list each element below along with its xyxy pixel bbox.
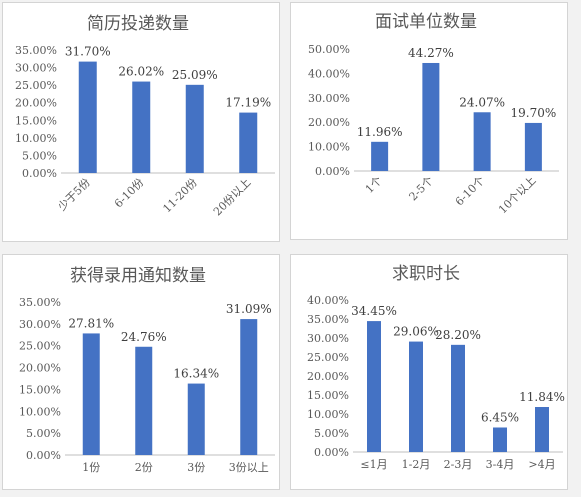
data-label: 28.20%	[435, 328, 481, 342]
y-tick-label: 35.00%	[15, 44, 57, 57]
y-tick-label: 0.00%	[315, 165, 350, 178]
x-tick-label: 1-2月	[402, 458, 431, 471]
y-tick-label: 10.00%	[307, 408, 349, 421]
x-tick-label: 2-3月	[444, 458, 473, 471]
y-tick-label: 0.00%	[26, 449, 61, 462]
data-label: 11.84%	[519, 390, 565, 404]
bar	[185, 84, 204, 173]
bar	[535, 407, 549, 452]
data-label: 6.45%	[481, 410, 519, 424]
data-label: 44.27%	[408, 46, 454, 60]
y-tick-label: 15.00%	[307, 389, 349, 402]
x-tick-label: 1个	[363, 174, 385, 196]
bar	[239, 112, 258, 173]
bar	[82, 333, 100, 455]
y-tick-label: 5.00%	[22, 149, 57, 162]
data-label: 26.02%	[118, 65, 164, 79]
x-tick-label: 3-4月	[486, 458, 515, 471]
x-tick-label: 3份	[187, 461, 205, 474]
data-label: 17.19%	[225, 96, 271, 110]
x-tick-label: 2-5个	[406, 174, 435, 203]
chart-panel-resume-submissions: 简历投递数量 0.00% 5.00% 10.00% 15.00% 20.00% 25.00%…	[2, 2, 280, 242]
bar	[409, 341, 423, 452]
chart-title: 求职时长	[392, 264, 460, 284]
y-tick-label: 30.00%	[308, 92, 350, 105]
y-tick-label: 30.00%	[19, 318, 61, 331]
x-tick-label: 6-10份	[112, 176, 146, 210]
x-tick-label: 1份	[82, 461, 100, 474]
x-tick-label: 20份以上	[211, 176, 253, 218]
chart-offers-received: 获得录用通知数量 0.00% 5.00% 10.00% 15.00% 20.00% 25.0…	[19, 266, 275, 474]
y-tick-label: 25.00%	[307, 351, 349, 364]
x-tick-label: >4月	[528, 458, 555, 471]
x-tick-label: 10个以上	[496, 174, 538, 216]
chart-resume-submissions: 简历投递数量 0.00% 5.00% 10.00% 15.00% 20.00% 25.00%…	[15, 14, 275, 218]
data-label: 24.07%	[459, 95, 505, 109]
data-label: 24.76%	[121, 330, 167, 344]
x-tick-label: 11-20份	[160, 176, 199, 215]
y-tick-label: 40.00%	[307, 294, 349, 307]
y-tick-label: 20.00%	[15, 97, 57, 110]
data-label: 16.34%	[173, 367, 219, 381]
y-tick-label: 25.00%	[15, 79, 57, 92]
bar	[422, 62, 440, 171]
bar	[135, 346, 153, 455]
y-tick-label: 10.00%	[308, 141, 350, 154]
y-tick-label: 0.00%	[22, 167, 57, 180]
bar	[371, 141, 389, 171]
y-tick-label: 15.00%	[15, 114, 57, 127]
data-label: 25.09%	[172, 68, 218, 82]
x-tick-label: 少于5份	[55, 176, 92, 213]
chart-panel-offers-received: 获得录用通知数量 0.00% 5.00% 10.00% 15.00% 20.00% 25.0…	[2, 254, 280, 490]
bar	[240, 319, 258, 455]
x-tick-label: 2份	[135, 461, 153, 474]
bar	[473, 112, 491, 171]
data-label: 31.09%	[226, 302, 272, 316]
chart-title: 获得录用通知数量	[70, 266, 206, 286]
y-tick-label: 10.00%	[15, 132, 57, 145]
x-tick-label: 6-10个	[453, 174, 487, 208]
data-label: 34.45%	[351, 304, 397, 318]
bar	[132, 81, 151, 173]
bar	[367, 321, 381, 452]
chart-title: 简历投递数量	[87, 14, 189, 34]
y-tick-label: 15.00%	[19, 383, 61, 396]
data-label: 11.96%	[357, 125, 403, 139]
y-tick-label: 20.00%	[307, 370, 349, 383]
y-tick-label: 30.00%	[15, 62, 57, 75]
x-tick-label: 3份以上	[229, 461, 269, 474]
bar	[524, 122, 542, 171]
x-tick-label: ≤1月	[360, 458, 387, 471]
data-label: 31.70%	[65, 45, 111, 59]
bar	[451, 344, 465, 452]
y-tick-label: 30.00%	[307, 332, 349, 345]
chart-job-search-duration: 求职时长 0.00% 5.00% 10.00% 15.00% 20.00% 25.00% 30…	[307, 264, 565, 471]
chart-interview-companies: 面试单位数量 0.00% 10.00% 20.00% 30.00% 40.00% 50.00…	[308, 12, 559, 216]
y-tick-label: 35.00%	[19, 296, 61, 309]
data-label: 19.70%	[510, 106, 556, 120]
chart-title: 面试单位数量	[375, 12, 477, 32]
y-tick-label: 20.00%	[308, 116, 350, 129]
chart-panel-interview-companies: 面试单位数量 0.00% 10.00% 20.00% 30.00% 40.00% 50.00…	[290, 2, 568, 240]
bar	[78, 61, 97, 174]
bar	[493, 427, 507, 452]
y-tick-label: 50.00%	[308, 43, 350, 56]
y-tick-label: 40.00%	[308, 67, 350, 80]
y-tick-label: 25.00%	[19, 340, 61, 353]
y-tick-label: 5.00%	[26, 427, 61, 440]
y-tick-label: 0.00%	[314, 446, 349, 459]
y-tick-label: 5.00%	[314, 427, 349, 440]
y-tick-label: 20.00%	[19, 362, 61, 375]
y-tick-label: 10.00%	[19, 405, 61, 418]
chart-panel-job-search-duration: 求职时长 0.00% 5.00% 10.00% 15.00% 20.00% 25.00% 30…	[290, 254, 568, 490]
y-tick-label: 35.00%	[307, 313, 349, 326]
data-label: 27.81%	[68, 316, 114, 330]
bar	[187, 383, 205, 455]
data-label: 29.06%	[393, 325, 439, 339]
